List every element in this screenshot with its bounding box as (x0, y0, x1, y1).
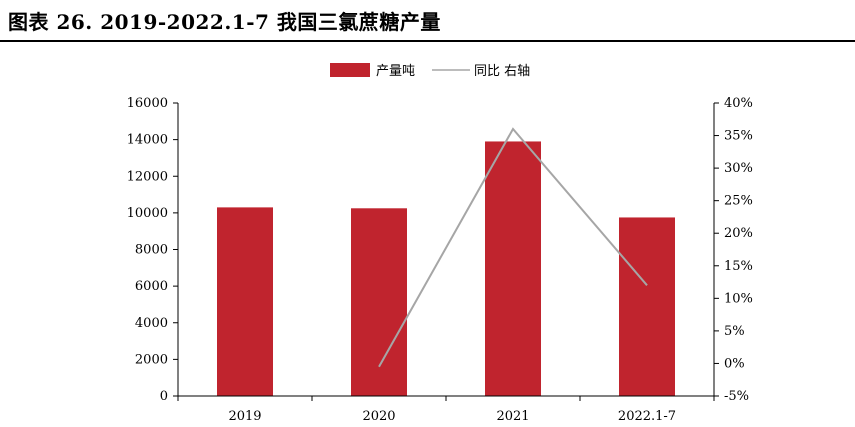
legend: 产量吨 同比 右轴 (330, 63, 530, 79)
x-tick-label: 2019 (228, 409, 261, 424)
figure-title: 图表 26. 2019-2022.1-7 我国三氯蔗糖产量 (8, 10, 441, 34)
left-tick-label: 14000 (127, 133, 168, 148)
left-tick-label: 10000 (127, 206, 168, 221)
x-tick-label: 2020 (362, 409, 395, 424)
right-tick-label: 20% (724, 226, 753, 241)
left-tick-label: 8000 (135, 243, 168, 258)
right-tick-label: 5% (724, 324, 745, 339)
right-tick-label: 15% (724, 259, 753, 274)
x-tick-label: 2021 (496, 409, 529, 424)
left-tick-label: 4000 (135, 316, 168, 331)
bar-2022.1-7 (619, 217, 675, 396)
left-tick-label: 12000 (127, 169, 168, 184)
x-tick-label: 2022.1-7 (618, 409, 676, 424)
right-tick-label: 30% (724, 161, 753, 176)
left-tick-label: 16000 (127, 96, 168, 111)
bar-2021 (485, 141, 541, 396)
right-tick-label: 10% (724, 291, 753, 306)
legend-bar-label: 产量吨 (376, 64, 415, 79)
left-tick-label: 0 (160, 389, 168, 404)
title-divider (0, 40, 855, 42)
yoy-growth-line (378, 127, 648, 368)
legend-bar-swatch (330, 63, 370, 77)
left-tick-label: 2000 (135, 352, 168, 367)
right-tick-label: 35% (724, 129, 753, 144)
right-tick-label: 25% (724, 194, 753, 209)
right-tick-label: 0% (724, 356, 745, 371)
right-tick-label: 40% (724, 96, 753, 111)
plot-area: 0 2000 4000 6000 8000 10000 12000 14000 16000 -5%… (127, 96, 753, 424)
bar-2020 (351, 208, 407, 396)
right-tick-label: -5% (724, 389, 749, 404)
bar-2019 (217, 207, 273, 396)
left-tick-label: 6000 (135, 279, 168, 294)
legend-line-label: 同比 右轴 (474, 64, 530, 79)
